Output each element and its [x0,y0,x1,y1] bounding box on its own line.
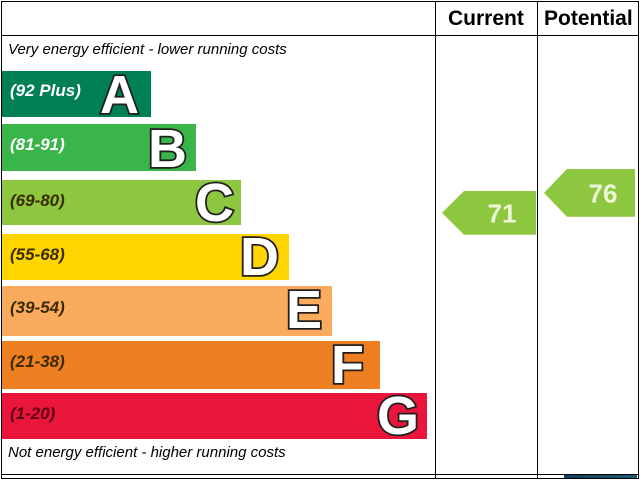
svg-text:71: 71 [488,198,517,228]
svg-text:76: 76 [589,178,618,208]
svg-text:C: C [195,173,234,233]
svg-text:D: D [240,227,279,287]
svg-text:F: F [331,335,364,395]
svg-text:B: B [148,119,187,179]
svg-text:A: A [100,65,139,125]
svg-text:G: G [377,386,419,446]
svg-text:E: E [286,280,322,340]
